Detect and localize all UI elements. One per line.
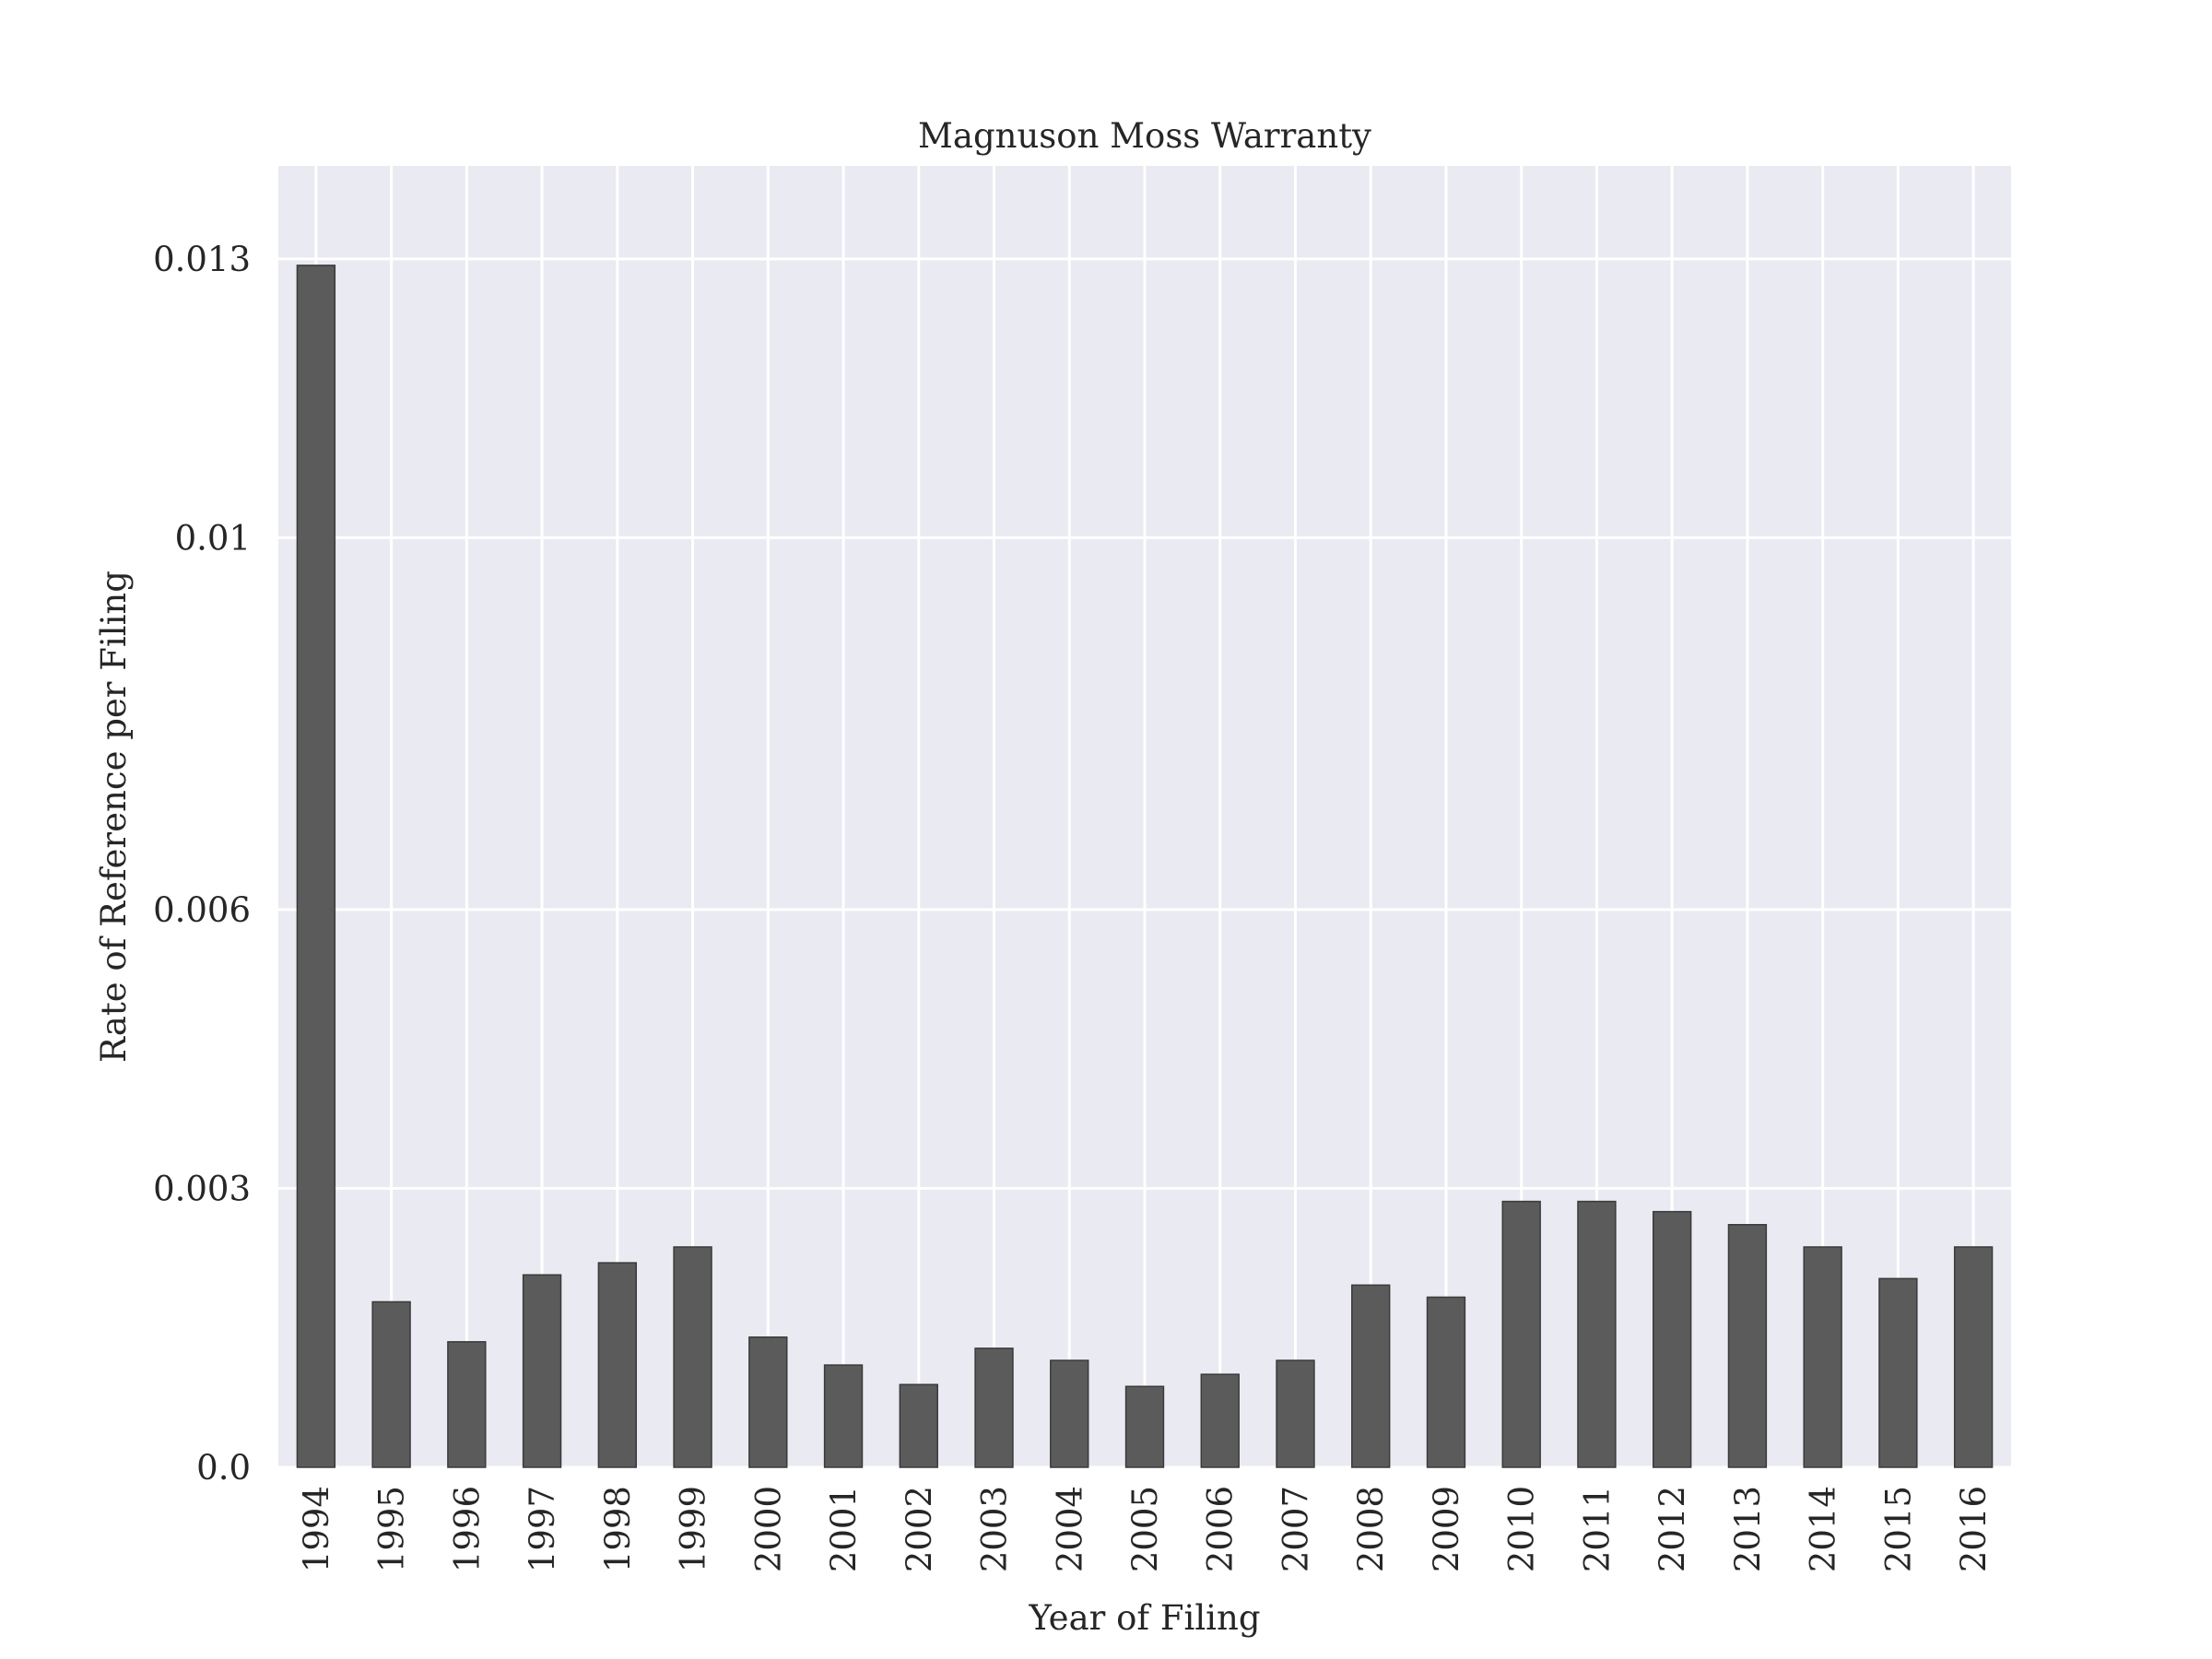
bar-1994: [296, 265, 336, 1468]
y-axis-label: Rate of Reference per Filing: [94, 571, 134, 1063]
x-tick-label: 1994: [297, 1486, 336, 1572]
x-tick-label: 1997: [523, 1486, 562, 1572]
bar-2002: [899, 1383, 938, 1468]
x-tick-label: 2009: [1427, 1486, 1466, 1572]
bar-1995: [371, 1300, 411, 1468]
bar-2006: [1200, 1373, 1240, 1468]
bar-2013: [1727, 1224, 1768, 1468]
bar-2011: [1577, 1200, 1617, 1468]
bar-2000: [748, 1336, 788, 1468]
x-axis-ticks: 1994 1995 1996 1997 1998 1999 2000 2001 2002 2003…: [297, 1486, 1994, 1572]
bar-2009: [1426, 1296, 1466, 1468]
x-tick-label: 2011: [1577, 1486, 1617, 1572]
x-tick-label: 1996: [447, 1486, 487, 1572]
x-tick-label: 2007: [1276, 1486, 1315, 1572]
x-tick-label: 2006: [1201, 1486, 1241, 1572]
x-tick-label: 2015: [1878, 1486, 1918, 1572]
x-tick-label: 2013: [1728, 1486, 1768, 1572]
bars: [296, 265, 1994, 1468]
bar-2014: [1803, 1246, 1842, 1468]
x-tick-label: 2010: [1502, 1486, 1542, 1572]
bar-2004: [1050, 1359, 1089, 1468]
x-axis-label: Year of Filing: [1028, 1598, 1260, 1638]
chart-title: Magnuson Moss Warranty: [918, 116, 1371, 156]
bar-2005: [1124, 1385, 1165, 1468]
x-tick-label: 2014: [1804, 1486, 1843, 1572]
y-tick-label: 0.006: [153, 890, 251, 930]
bar-2015: [1878, 1277, 1918, 1468]
bar-1996: [447, 1341, 487, 1468]
bar-2016: [1953, 1246, 1994, 1468]
bar-2003: [974, 1347, 1014, 1468]
y-tick-label: 0.01: [175, 518, 251, 558]
x-tick-label: 1998: [598, 1486, 638, 1572]
y-tick-label: 0.0: [196, 1448, 251, 1488]
x-tick-label: 2012: [1653, 1486, 1692, 1572]
y-axis-ticks: 0.0 0.003 0.006 0.01 0.013: [153, 240, 251, 1488]
bar-2012: [1652, 1210, 1692, 1468]
x-tick-label: 2005: [1125, 1486, 1165, 1572]
y-tick-label: 0.013: [153, 240, 251, 279]
bar-1999: [673, 1246, 712, 1468]
x-tick-label: 2003: [975, 1486, 1015, 1572]
x-tick-label: 2001: [824, 1486, 864, 1572]
bar-2007: [1276, 1359, 1315, 1468]
y-tick-label: 0.003: [153, 1169, 251, 1208]
x-tick-label: 2016: [1954, 1486, 1994, 1572]
x-tick-label: 2000: [748, 1486, 788, 1572]
x-tick-label: 2008: [1351, 1486, 1391, 1572]
x-tick-label: 1995: [372, 1486, 412, 1572]
bar-2010: [1501, 1200, 1541, 1468]
x-tick-label: 2004: [1050, 1486, 1089, 1572]
bar-1997: [522, 1274, 562, 1468]
x-tick-label: 1999: [674, 1486, 713, 1572]
bar-1998: [597, 1262, 638, 1468]
x-tick-label: 2002: [900, 1486, 939, 1572]
bar-2008: [1351, 1284, 1391, 1468]
bar-2001: [823, 1364, 864, 1468]
